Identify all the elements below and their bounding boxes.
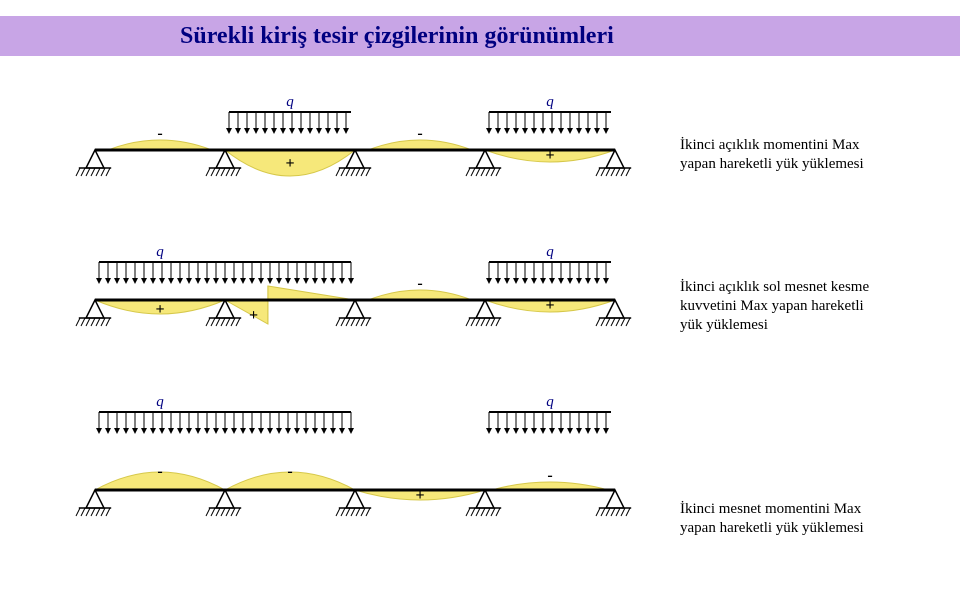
svg-text:q: q [546,394,554,410]
svg-text:q: q [286,94,294,110]
svg-text:-: - [157,125,162,142]
svg-text:q: q [156,394,164,410]
svg-text:q: q [156,244,164,260]
svg-text:+: + [285,155,294,172]
svg-text:-: - [157,463,162,480]
svg-text:+: + [415,487,424,504]
svg-text:+: + [249,307,258,324]
svg-text:+: + [155,301,164,318]
diagram-canvas: - + - + q q + + - + q q - - + - q q [0,0,960,591]
svg-text:+: + [545,297,554,314]
svg-text:-: - [417,275,422,292]
svg-text:q: q [546,244,554,260]
svg-text:+: + [545,147,554,164]
svg-text:-: - [417,125,422,142]
svg-text:-: - [287,463,292,480]
svg-text:-: - [547,467,552,484]
svg-text:q: q [546,94,554,110]
